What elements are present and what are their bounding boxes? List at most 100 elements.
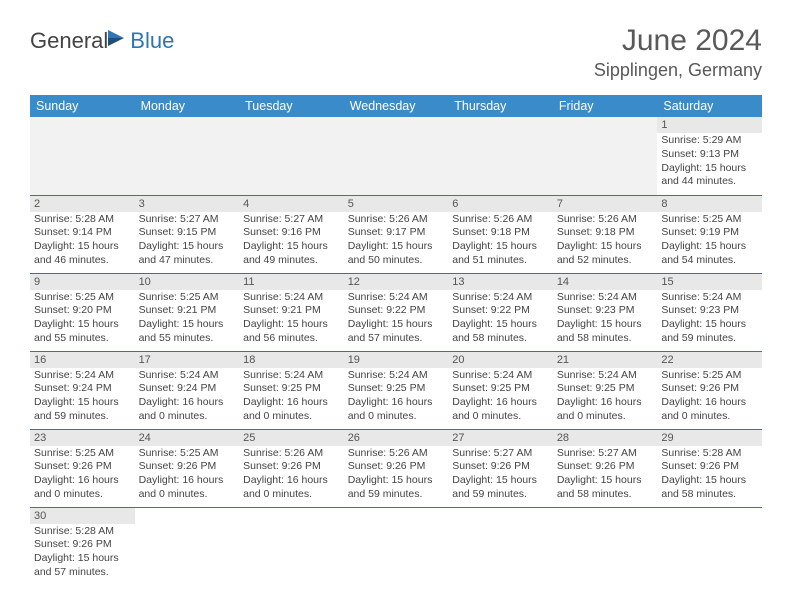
day-number: 7 <box>553 196 658 212</box>
day-number: 8 <box>657 196 762 212</box>
day-details: Sunrise: 5:24 AMSunset: 9:22 PMDaylight:… <box>344 290 449 348</box>
calendar-cell: 26Sunrise: 5:26 AMSunset: 9:26 PMDayligh… <box>344 429 449 507</box>
calendar-cell <box>448 507 553 585</box>
day-number: 29 <box>657 430 762 446</box>
day-number: 19 <box>344 352 449 368</box>
day-number: 26 <box>344 430 449 446</box>
day-number: 4 <box>239 196 344 212</box>
calendar-cell: 10Sunrise: 5:25 AMSunset: 9:21 PMDayligh… <box>135 273 240 351</box>
day-details: Sunrise: 5:24 AMSunset: 9:22 PMDaylight:… <box>448 290 553 348</box>
calendar-table: SundayMondayTuesdayWednesdayThursdayFrid… <box>30 95 762 585</box>
calendar-cell <box>657 507 762 585</box>
day-number: 10 <box>135 274 240 290</box>
calendar-cell: 5Sunrise: 5:26 AMSunset: 9:17 PMDaylight… <box>344 195 449 273</box>
day-number: 14 <box>553 274 658 290</box>
calendar-cell <box>135 117 240 195</box>
calendar-cell: 12Sunrise: 5:24 AMSunset: 9:22 PMDayligh… <box>344 273 449 351</box>
brand-logo: General Blue <box>30 28 174 54</box>
day-details: Sunrise: 5:24 AMSunset: 9:25 PMDaylight:… <box>344 368 449 426</box>
day-details: Sunrise: 5:28 AMSunset: 9:26 PMDaylight:… <box>657 446 762 504</box>
calendar-cell: 6Sunrise: 5:26 AMSunset: 9:18 PMDaylight… <box>448 195 553 273</box>
day-number: 21 <box>553 352 658 368</box>
calendar-cell: 20Sunrise: 5:24 AMSunset: 9:25 PMDayligh… <box>448 351 553 429</box>
day-details: Sunrise: 5:25 AMSunset: 9:21 PMDaylight:… <box>135 290 240 348</box>
day-details: Sunrise: 5:24 AMSunset: 9:25 PMDaylight:… <box>448 368 553 426</box>
day-details: Sunrise: 5:27 AMSunset: 9:26 PMDaylight:… <box>448 446 553 504</box>
calendar-cell: 15Sunrise: 5:24 AMSunset: 9:23 PMDayligh… <box>657 273 762 351</box>
calendar-cell <box>448 117 553 195</box>
day-details: Sunrise: 5:24 AMSunset: 9:21 PMDaylight:… <box>239 290 344 348</box>
calendar-cell: 30Sunrise: 5:28 AMSunset: 9:26 PMDayligh… <box>30 507 135 585</box>
day-details: Sunrise: 5:28 AMSunset: 9:14 PMDaylight:… <box>30 212 135 270</box>
calendar-cell <box>344 507 449 585</box>
calendar-week: 16Sunrise: 5:24 AMSunset: 9:24 PMDayligh… <box>30 351 762 429</box>
calendar-cell: 7Sunrise: 5:26 AMSunset: 9:18 PMDaylight… <box>553 195 658 273</box>
day-details: Sunrise: 5:25 AMSunset: 9:20 PMDaylight:… <box>30 290 135 348</box>
calendar-cell: 21Sunrise: 5:24 AMSunset: 9:25 PMDayligh… <box>553 351 658 429</box>
calendar-cell: 14Sunrise: 5:24 AMSunset: 9:23 PMDayligh… <box>553 273 658 351</box>
day-header: Friday <box>553 95 658 117</box>
calendar-cell: 18Sunrise: 5:24 AMSunset: 9:25 PMDayligh… <box>239 351 344 429</box>
day-details: Sunrise: 5:24 AMSunset: 9:23 PMDaylight:… <box>553 290 658 348</box>
day-number: 16 <box>30 352 135 368</box>
day-details: Sunrise: 5:26 AMSunset: 9:18 PMDaylight:… <box>553 212 658 270</box>
page-title: June 2024 <box>594 24 762 58</box>
calendar-cell: 25Sunrise: 5:26 AMSunset: 9:26 PMDayligh… <box>239 429 344 507</box>
calendar-cell: 27Sunrise: 5:27 AMSunset: 9:26 PMDayligh… <box>448 429 553 507</box>
day-number: 13 <box>448 274 553 290</box>
location-text: Sipplingen, Germany <box>594 60 762 81</box>
calendar-cell: 2Sunrise: 5:28 AMSunset: 9:14 PMDaylight… <box>30 195 135 273</box>
calendar-cell <box>30 117 135 195</box>
calendar-cell <box>135 507 240 585</box>
calendar-cell: 29Sunrise: 5:28 AMSunset: 9:26 PMDayligh… <box>657 429 762 507</box>
calendar-cell: 22Sunrise: 5:25 AMSunset: 9:26 PMDayligh… <box>657 351 762 429</box>
day-details: Sunrise: 5:24 AMSunset: 9:25 PMDaylight:… <box>239 368 344 426</box>
day-details: Sunrise: 5:25 AMSunset: 9:26 PMDaylight:… <box>30 446 135 504</box>
calendar-cell: 17Sunrise: 5:24 AMSunset: 9:24 PMDayligh… <box>135 351 240 429</box>
day-details: Sunrise: 5:24 AMSunset: 9:24 PMDaylight:… <box>30 368 135 426</box>
calendar-cell: 9Sunrise: 5:25 AMSunset: 9:20 PMDaylight… <box>30 273 135 351</box>
day-details: Sunrise: 5:28 AMSunset: 9:26 PMDaylight:… <box>30 524 135 582</box>
day-details: Sunrise: 5:26 AMSunset: 9:26 PMDaylight:… <box>344 446 449 504</box>
calendar-cell <box>553 507 658 585</box>
day-of-week-row: SundayMondayTuesdayWednesdayThursdayFrid… <box>30 95 762 117</box>
calendar-cell <box>344 117 449 195</box>
calendar-cell: 24Sunrise: 5:25 AMSunset: 9:26 PMDayligh… <box>135 429 240 507</box>
calendar-week: 1Sunrise: 5:29 AMSunset: 9:13 PMDaylight… <box>30 117 762 195</box>
day-number: 30 <box>30 508 135 524</box>
day-number: 9 <box>30 274 135 290</box>
calendar-week: 9Sunrise: 5:25 AMSunset: 9:20 PMDaylight… <box>30 273 762 351</box>
day-details: Sunrise: 5:24 AMSunset: 9:25 PMDaylight:… <box>553 368 658 426</box>
day-details: Sunrise: 5:27 AMSunset: 9:15 PMDaylight:… <box>135 212 240 270</box>
day-details: Sunrise: 5:24 AMSunset: 9:23 PMDaylight:… <box>657 290 762 348</box>
day-header: Wednesday <box>344 95 449 117</box>
flag-icon <box>106 28 128 54</box>
day-header: Sunday <box>30 95 135 117</box>
day-details: Sunrise: 5:24 AMSunset: 9:24 PMDaylight:… <box>135 368 240 426</box>
day-number: 25 <box>239 430 344 446</box>
day-header: Monday <box>135 95 240 117</box>
day-number: 27 <box>448 430 553 446</box>
calendar-cell <box>239 117 344 195</box>
day-details: Sunrise: 5:25 AMSunset: 9:26 PMDaylight:… <box>657 368 762 426</box>
day-number: 3 <box>135 196 240 212</box>
calendar-week: 2Sunrise: 5:28 AMSunset: 9:14 PMDaylight… <box>30 195 762 273</box>
day-number: 5 <box>344 196 449 212</box>
day-number: 1 <box>657 117 762 133</box>
calendar-week: 30Sunrise: 5:28 AMSunset: 9:26 PMDayligh… <box>30 507 762 585</box>
calendar-cell: 13Sunrise: 5:24 AMSunset: 9:22 PMDayligh… <box>448 273 553 351</box>
day-details: Sunrise: 5:26 AMSunset: 9:18 PMDaylight:… <box>448 212 553 270</box>
day-number: 2 <box>30 196 135 212</box>
header: General Blue June 2024 Sipplingen, Germa… <box>30 24 762 81</box>
day-number: 12 <box>344 274 449 290</box>
day-details: Sunrise: 5:26 AMSunset: 9:26 PMDaylight:… <box>239 446 344 504</box>
day-number: 20 <box>448 352 553 368</box>
calendar-week: 23Sunrise: 5:25 AMSunset: 9:26 PMDayligh… <box>30 429 762 507</box>
brand-general: General <box>30 28 108 54</box>
day-number: 22 <box>657 352 762 368</box>
day-header: Saturday <box>657 95 762 117</box>
day-number: 11 <box>239 274 344 290</box>
day-number: 6 <box>448 196 553 212</box>
calendar-cell: 4Sunrise: 5:27 AMSunset: 9:16 PMDaylight… <box>239 195 344 273</box>
calendar-cell: 16Sunrise: 5:24 AMSunset: 9:24 PMDayligh… <box>30 351 135 429</box>
